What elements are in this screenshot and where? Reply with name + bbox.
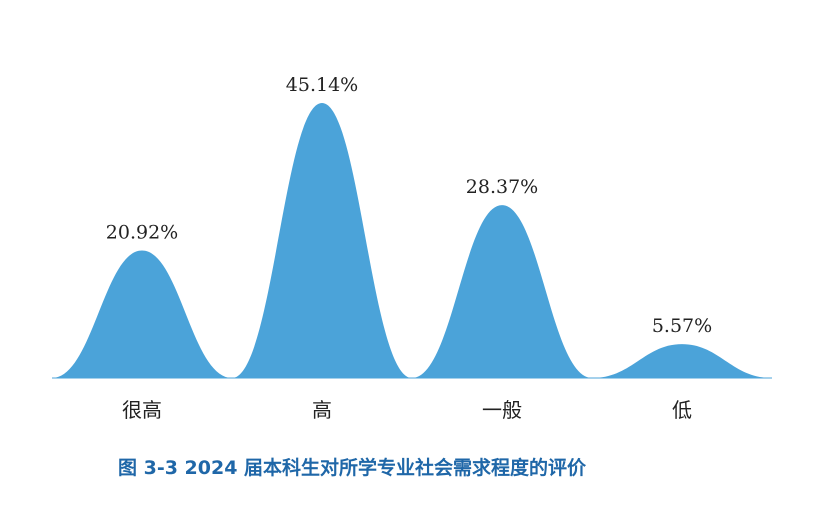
figure-caption: 图 3-3 2024 届本科生对所学专业社会需求程度的评价: [118, 456, 587, 479]
value-label-2: 45.14%: [286, 74, 358, 96]
category-label-1: 很高: [122, 398, 162, 422]
value-label-1: 20.92%: [106, 222, 178, 244]
category-label-3: 一般: [482, 398, 522, 422]
value-label-3: 28.37%: [466, 176, 538, 198]
peak-4: [592, 344, 772, 378]
peak-1: [52, 250, 232, 378]
category-label-2: 高: [312, 398, 332, 422]
value-label-4: 5.57%: [652, 315, 712, 337]
peaks-group: [52, 103, 772, 378]
category-label-4: 低: [672, 398, 692, 422]
value-labels-group: 20.92% 45.14% 28.37% 5.57%: [106, 74, 712, 337]
peak-3: [412, 205, 592, 378]
peak-2: [232, 103, 412, 378]
category-labels-group: 很高 高 一般 低: [122, 398, 692, 422]
watermark-text: 网易号 | 志愿优选君: [645, 484, 780, 502]
watermark: 网易号 | 志愿优选君: [645, 484, 780, 502]
